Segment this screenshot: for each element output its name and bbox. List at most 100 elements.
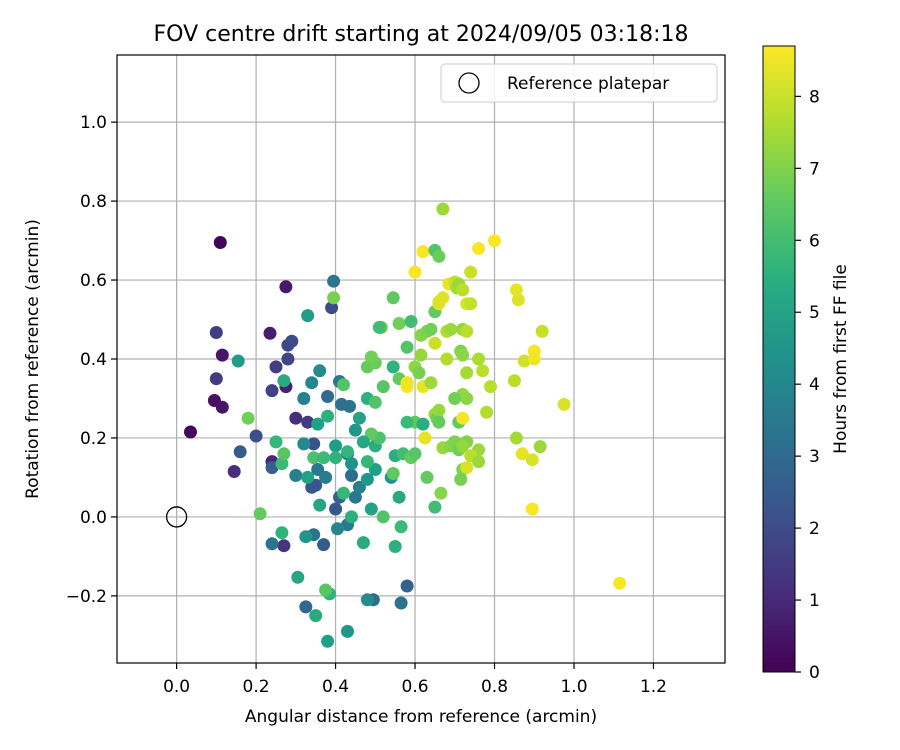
reference-layer <box>165 506 188 528</box>
data-point <box>456 348 470 362</box>
data-point <box>341 624 354 638</box>
data-point <box>319 583 333 597</box>
data-point <box>360 472 374 486</box>
data-point <box>507 374 521 388</box>
data-point <box>376 510 390 524</box>
data-point <box>313 498 327 512</box>
data-point <box>484 380 497 394</box>
x-tick-label: 1.2 <box>640 677 667 697</box>
data-point <box>321 634 335 648</box>
data-point <box>416 417 430 431</box>
legend-entry-reference: Reference platepar <box>507 74 669 94</box>
data-point <box>460 392 474 405</box>
data-point <box>301 415 315 429</box>
data-point <box>436 291 450 305</box>
data-point <box>184 425 197 439</box>
data-point <box>525 502 539 516</box>
data-point <box>345 457 358 471</box>
data-point <box>432 403 446 417</box>
data-point <box>329 451 343 465</box>
reference-point-marker <box>165 506 188 528</box>
colorbar: 0 1 2 3 4 5 6 7 8 Hours from first FF file <box>762 45 851 683</box>
y-tick-label: 0.6 <box>80 271 107 291</box>
colorbar-tick-label: 2 <box>809 519 820 539</box>
data-point <box>368 395 382 409</box>
data-point <box>356 536 370 550</box>
data-point <box>408 447 422 461</box>
data-point <box>277 374 291 388</box>
data-point <box>215 348 229 362</box>
data-point <box>352 480 366 494</box>
data-point <box>343 399 356 413</box>
data-point <box>329 502 343 516</box>
y-tick-label: 1.0 <box>80 113 107 133</box>
data-point <box>281 352 295 366</box>
y-tick-label: 0.2 <box>80 429 107 449</box>
data-point <box>313 364 327 378</box>
data-point <box>305 376 319 390</box>
data-point <box>297 392 311 405</box>
colorbar-tick-label: 7 <box>809 159 820 179</box>
data-point <box>317 538 331 552</box>
data-point <box>368 463 382 476</box>
data-point <box>525 453 539 467</box>
x-axis: 0.0 0.2 0.4 0.6 0.8 1.0 1.2 <box>163 663 667 697</box>
colorbar-gradient <box>762 45 796 673</box>
data-point <box>412 366 426 380</box>
data-point <box>456 411 470 425</box>
data-point <box>215 400 229 414</box>
data-point <box>231 354 245 368</box>
data-point <box>392 317 406 330</box>
data-point <box>301 470 315 484</box>
legend-box <box>440 63 718 103</box>
data-point <box>321 409 335 423</box>
data-point <box>464 265 478 279</box>
data-point <box>360 593 374 607</box>
data-point <box>277 447 291 461</box>
data-point <box>511 293 525 307</box>
data-point <box>515 447 529 461</box>
data-point <box>364 427 378 441</box>
data-point <box>400 579 414 593</box>
data-point <box>488 234 501 248</box>
data-point <box>279 280 293 294</box>
y-tick-label: 0.0 <box>80 508 107 528</box>
data-point <box>209 326 223 339</box>
data-point <box>269 435 283 449</box>
data-point <box>305 480 319 494</box>
data-point <box>321 390 335 403</box>
data-point <box>209 372 223 386</box>
data-point <box>352 411 366 425</box>
data-point <box>460 324 474 338</box>
colorbar-ticks: 0 1 2 3 4 5 6 7 8 <box>795 87 820 683</box>
data-point <box>329 439 343 453</box>
data-point <box>376 380 390 394</box>
data-point <box>364 502 378 516</box>
data-point <box>275 526 289 540</box>
data-point <box>227 465 241 478</box>
legend-marker-icon <box>458 72 480 94</box>
x-axis-label: Angular distance from reference (arcmin) <box>245 707 597 727</box>
data-point <box>509 283 523 297</box>
x-tick-label: 0.2 <box>243 677 270 697</box>
data-point <box>416 245 430 259</box>
data-point <box>535 324 549 338</box>
data-point <box>265 384 279 398</box>
data-point <box>277 539 291 553</box>
y-axis: −0.2 0.0 0.2 0.4 0.6 0.8 1.0 <box>66 113 117 607</box>
data-point <box>319 470 333 484</box>
data-point <box>517 354 531 368</box>
data-point <box>348 490 362 504</box>
data-points <box>184 202 627 648</box>
data-point <box>253 507 267 521</box>
data-point <box>213 236 227 249</box>
y-axis-label: Rotation from reference (arcmin) <box>23 219 43 499</box>
legend: Reference platepar <box>440 63 718 103</box>
data-point <box>345 469 358 482</box>
data-point <box>327 291 341 305</box>
data-point <box>476 364 490 378</box>
data-point <box>299 530 313 544</box>
data-point <box>249 429 263 443</box>
data-point <box>263 326 277 340</box>
